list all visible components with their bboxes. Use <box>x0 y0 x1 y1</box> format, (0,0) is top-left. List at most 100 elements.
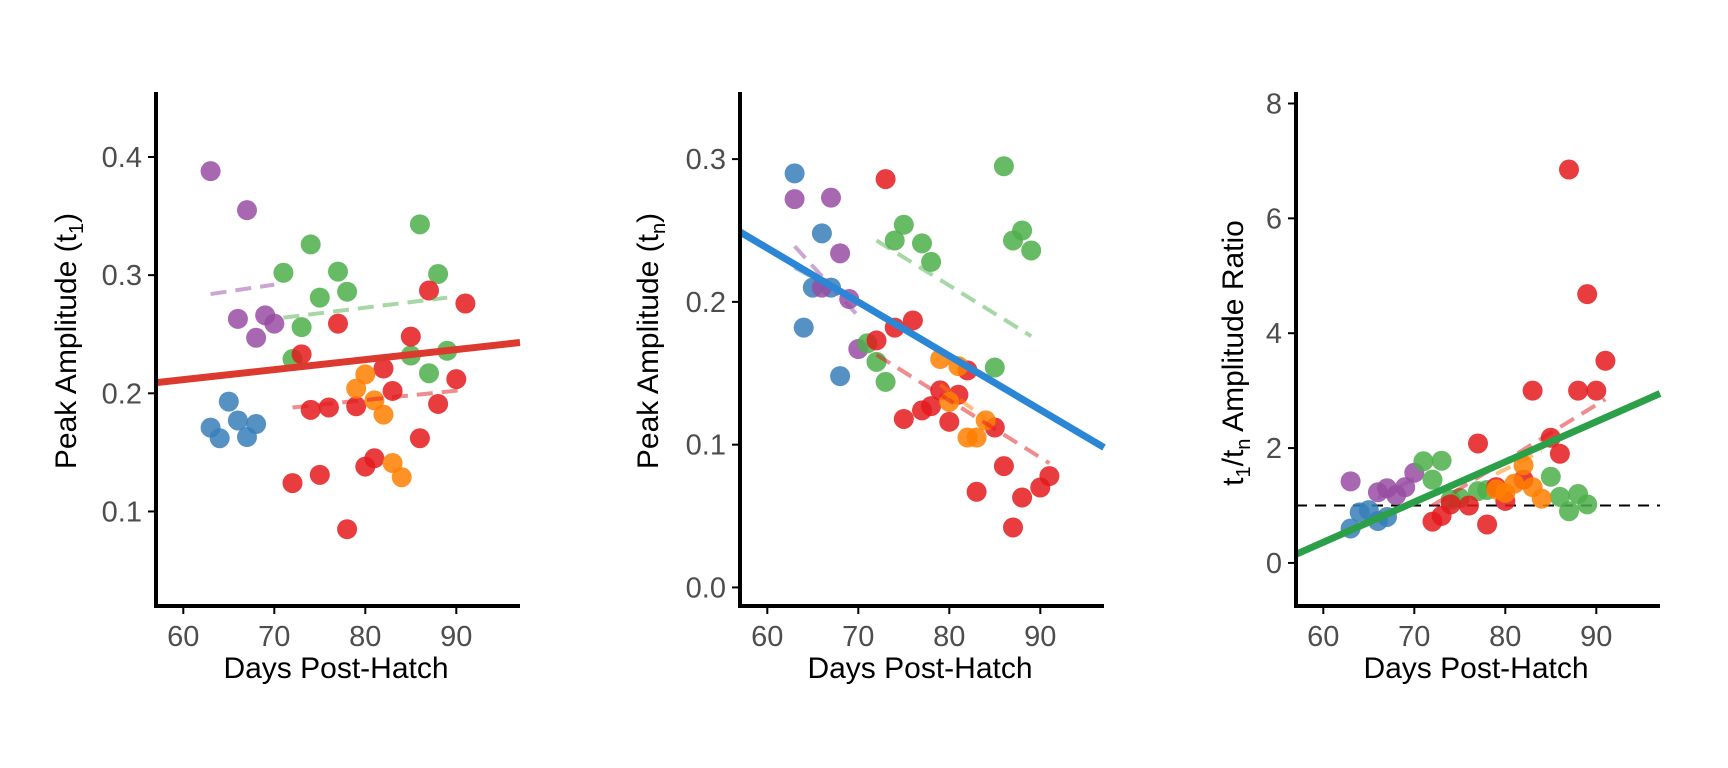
panel-1-red-point <box>309 464 330 485</box>
panel-1-x-tick-label: 70 <box>258 621 290 653</box>
panel-3-green-point <box>1422 469 1443 490</box>
panel-3-y-tick-label: 6 <box>1266 203 1282 235</box>
panel-2-blue-point <box>811 223 832 244</box>
panel-1-orange-point <box>382 453 403 474</box>
panel-1-x-tick-label: 80 <box>349 621 381 653</box>
panel-1-red-point <box>409 428 430 449</box>
panel-3-orange-point <box>1504 473 1525 494</box>
panel-2-y-tick-label: 0.3 <box>686 144 726 176</box>
panel-1-orange-point <box>373 404 394 425</box>
panel-peak-amplitude-tn: 60 70 80 90 0.0 0.1 0.2 0.3 Days Post-Hatch Pea… <box>632 92 1106 685</box>
panel-3-y-title-end: Amplitude Ratio <box>1217 220 1250 438</box>
panel-3-green-point <box>1559 501 1579 522</box>
panel-3-red-point <box>1458 495 1479 516</box>
panel-3-y-title-pre: t <box>1217 477 1250 486</box>
panel-1-overall-fit-line <box>156 339 521 387</box>
panel-1-purple-point <box>237 200 257 221</box>
panel-2-y-title-main: Peak Amplitude (t <box>632 233 665 469</box>
panel-1-red-point <box>337 519 358 540</box>
panel-1-red-point <box>328 313 348 334</box>
panel-3-purple-point <box>1340 471 1361 492</box>
panel-3-red-point <box>1468 433 1488 454</box>
panel-3-green-point <box>1577 494 1598 515</box>
panel-1-blue-point <box>209 428 230 449</box>
panel-3-y-tick-label: 2 <box>1266 433 1282 465</box>
panel-1-green-point <box>328 261 348 282</box>
panel-2-green-point <box>1012 220 1033 241</box>
panel-2-y-title-end: ) <box>632 213 665 223</box>
panel-2-overall-fit-line <box>740 228 1106 451</box>
panel-2-x-tick-label: 90 <box>1024 621 1056 653</box>
panel-1-purple-point <box>246 327 267 348</box>
panel-1-green-point <box>409 214 430 235</box>
panel-peak-amplitude-t1: 60 70 80 90 0.1 0.2 0.3 0.4 Days Post-Hatch Pea… <box>50 92 521 685</box>
panel-3-x-tick-label: 80 <box>1489 621 1521 653</box>
panel-2-red-point <box>1012 487 1033 508</box>
panel-2-red-point <box>875 169 896 190</box>
panel-1-x-axis-title: Days Post-Hatch <box>223 652 448 685</box>
panel-1-red-point <box>419 280 439 301</box>
panel-1-orange-point <box>346 378 367 399</box>
panel-1-red-point <box>291 344 312 365</box>
panel-1-red-point <box>446 369 467 390</box>
panel-2-green-point <box>912 233 932 254</box>
panel-1-axes: 60 70 80 90 0.1 0.2 0.3 0.4 <box>102 92 520 653</box>
panel-2-red-point <box>966 481 987 502</box>
panel-3-y-tick-label: 4 <box>1266 318 1282 350</box>
panel-3-green-point <box>1540 466 1561 487</box>
panel-3-orange-point <box>1513 455 1534 476</box>
panel-1-green-point <box>419 363 439 384</box>
panel-2-x-tick-label: 60 <box>751 621 783 653</box>
panel-2-purple-point <box>830 243 851 264</box>
panel-2-axes: 60 70 80 90 0.0 0.1 0.2 0.3 <box>686 92 1104 653</box>
panel-2-green-point <box>921 251 942 272</box>
panel-1-blue-point <box>218 391 239 412</box>
panel-3-purple-fit-line <box>1376 476 1416 500</box>
panel-2-x-tick-label: 70 <box>842 621 874 653</box>
panel-2-purple-point <box>821 187 841 208</box>
panel-3-x-axis-title: Days Post-Hatch <box>1363 652 1588 685</box>
panel-1-red-fit-line <box>292 387 466 410</box>
panel-3-red-point <box>1559 159 1579 180</box>
panel-3-y-title-sub1: 1 <box>1233 466 1255 477</box>
panel-3-red-point <box>1595 350 1616 371</box>
panel-1-green-point <box>291 317 312 338</box>
panel-1-blue-point <box>246 414 267 435</box>
panel-2-green-point <box>1021 240 1042 261</box>
panel-2-red-point <box>993 456 1014 477</box>
panel-3-y-tick-label: 0 <box>1266 548 1282 580</box>
panel-2-red-point <box>893 408 914 429</box>
panel-1-orange-point <box>355 364 376 385</box>
panel-1-red-point <box>300 399 321 420</box>
panel-2-y-axis-title: Peak Amplitude (tn) <box>632 213 670 469</box>
panel-2-orange-point <box>966 427 987 448</box>
panel-2-green-point <box>884 230 905 251</box>
panel-1-red-point <box>428 393 449 414</box>
panel-3-red-point <box>1477 514 1498 535</box>
panel-3-green-point <box>1413 451 1434 472</box>
panel-3-red-point <box>1549 443 1570 464</box>
panel-2-x-tick-label: 80 <box>933 621 965 653</box>
panel-1-purple-fit-line <box>210 282 275 297</box>
panel-1-y-title-end: ) <box>50 213 83 223</box>
panel-2-green-point <box>984 357 1005 378</box>
panel-1-green-point <box>337 281 358 302</box>
panel-1-purple-point <box>227 308 248 329</box>
panel-1-green-point <box>300 234 321 255</box>
panel-3-red-point <box>1568 380 1589 401</box>
panel-3-overall-fit-line <box>1296 390 1662 558</box>
panel-3-marks <box>1296 159 1662 558</box>
panel-2-green-fit-line <box>875 238 1033 338</box>
panel-2-green-point <box>875 371 896 392</box>
panel-2-marks <box>740 156 1106 538</box>
panel-3-orange-point <box>1531 488 1552 509</box>
panel-1-red-point <box>373 358 394 379</box>
panel-3-x-tick-label: 70 <box>1398 621 1430 653</box>
panel-2-red-point <box>902 310 923 331</box>
panel-2-y-tick-label: 0.2 <box>686 287 726 319</box>
panel-1-purple-point <box>200 161 221 182</box>
panel-1-red-point <box>400 326 421 347</box>
panel-2-green-point <box>993 156 1014 177</box>
panel-1-y-tick-label: 0.3 <box>102 260 142 292</box>
